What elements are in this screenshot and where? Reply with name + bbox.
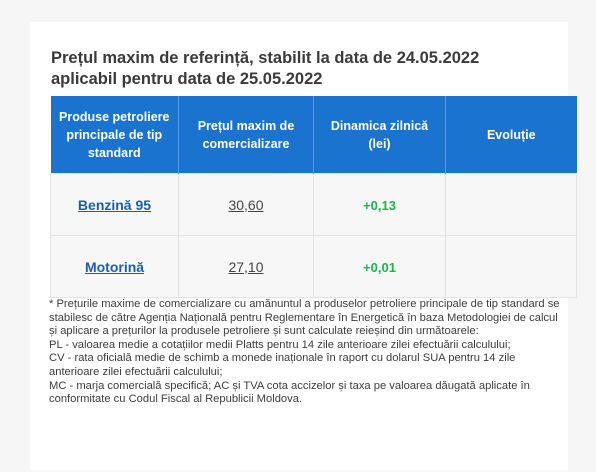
page-title: Prețul maxim de referință, stabilit la d… [51,48,551,90]
evolution-cell [445,173,577,236]
product-link-benzina-95[interactable]: Benzină 95 [77,196,152,213]
price-link[interactable]: 30,60 [228,196,264,213]
price-cell: 30,60 [178,173,314,236]
title-line-1: Prețul maxim de referință, stabilit la d… [51,49,480,67]
column-header-price: Prețul maxim de comercializare [178,96,314,174]
note-pl: PL - valoarea medie a cotațiilor medii P… [49,338,511,351]
column-header-product: Produse petroliere principale de tip sta… [50,96,179,174]
product-link-motorina[interactable]: Motorină [84,258,145,275]
column-header-delta: Dinamica zilnică (lei) [313,96,446,174]
price-table: Produse petroliere principale de tip sta… [50,96,577,298]
daily-change-value: +0,01 [363,259,396,275]
product-cell: Motorină [50,235,179,298]
table-row: Motorină 27,10 +0,01 [50,235,577,298]
note-mc: MC - marja comercială specifică; AC și T… [49,379,530,406]
note-intro: * Prețurile maxime de comercializare cu … [49,298,560,338]
methodology-note: * Prețurile maxime de comercializare cu … [49,298,565,407]
price-card: Prețul maxim de referință, stabilit la d… [30,22,577,470]
table-row: Benzină 95 30,60 +0,13 [50,173,577,236]
delta-cell: +0,13 [313,173,446,236]
delta-cell: +0,01 [313,235,446,298]
note-cv: CV - rata oficială medie de schimb a mon… [49,352,516,378]
table-header-row: Produse petroliere principale de tip sta… [50,96,577,174]
price-link[interactable]: 27,10 [228,258,264,275]
product-cell: Benzină 95 [50,173,179,236]
daily-change-value: +0,13 [363,197,396,213]
price-cell: 27,10 [178,235,314,298]
column-header-evolution: Evoluție [445,96,577,174]
title-line-2: aplicabil pentru data de 25.05.2022 [51,70,323,88]
evolution-cell [445,235,577,298]
